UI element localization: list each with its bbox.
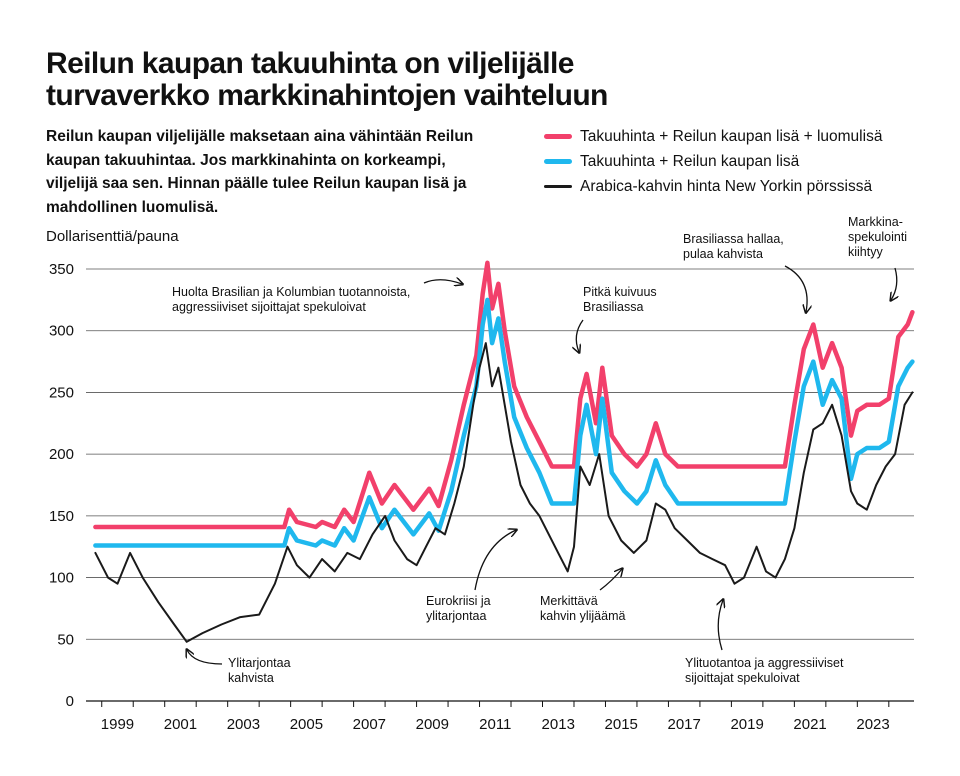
annotation-arrow [718, 600, 723, 651]
title-line-1: Reilun kaupan takuuhinta on viljelijälle [46, 47, 574, 80]
annotation-arrow [784, 265, 807, 312]
x-tick-label: 2021 [793, 716, 826, 733]
legend-label-organic: Takuuhinta + Reilun kaupan lisä + luomul… [580, 127, 883, 145]
annotation-line: spekulointi [848, 230, 907, 244]
x-tick-label: 2011 [479, 716, 511, 733]
series-fairtrade-line [93, 297, 915, 548]
legend-swatch-organic [544, 134, 572, 139]
x-tick-label: 2001 [164, 716, 197, 733]
y-tick-label: 350 [49, 261, 74, 278]
annotation-line: pulaa kahvista [683, 247, 763, 261]
annotation-line: Eurokriisi ja [426, 594, 491, 608]
annotation: Huolta Brasilian ja Kolumbian tuotannois… [172, 280, 462, 314]
legend: Takuuhinta + Reilun kaupan lisä + luomul… [544, 124, 944, 199]
annotation: Ylituotantoa ja aggressiivisetsijoittaja… [685, 600, 844, 685]
series-organic-line [93, 260, 915, 530]
chart-title: Reilun kaupan takuuhinta on viljelijälle… [46, 48, 926, 112]
legend-swatch-market [544, 185, 572, 188]
annotation-line: sijoittajat spekuloivat [685, 671, 800, 685]
annotation-line: Huolta Brasilian ja Kolumbian tuotannois… [172, 285, 410, 299]
annotation-arrow [187, 650, 223, 665]
legend-label-market: Arabica-kahvin hinta New Yorkin pörssiss… [580, 177, 873, 195]
annotation-line: Merkittävä [540, 594, 598, 608]
annotation-line: Brasiliassa [583, 300, 643, 314]
annotation-arrow [599, 569, 622, 591]
legend-item-organic: Takuuhinta + Reilun kaupan lisä + luomul… [544, 124, 944, 149]
annotation-line: Pitkä kuivuus [583, 285, 657, 299]
annotation-line: ylitarjontaa [426, 609, 486, 623]
annotation-arrow [576, 319, 584, 352]
legend-swatch-fairtrade [544, 159, 572, 164]
x-tick-label: 2009 [416, 716, 449, 733]
y-tick-label: 50 [57, 631, 74, 648]
y-tick-label: 200 [49, 446, 74, 463]
series-market-line [94, 342, 914, 643]
y-tick-label: 300 [49, 323, 74, 340]
x-tick-label: 2007 [353, 716, 386, 733]
annotation: Brasiliassa hallaa,pulaa kahvista [683, 232, 807, 312]
x-tick-label: 2015 [605, 716, 638, 733]
y-tick-label: 250 [49, 384, 74, 401]
annotation-arrow [423, 280, 462, 284]
x-tick-label: 2017 [667, 716, 700, 733]
x-tick-label: 1999 [101, 716, 134, 733]
annotation-line: aggressiiviset sijoittajat spekuloivat [172, 300, 366, 314]
annotation-line: Markkina- [848, 215, 903, 229]
chart-subtitle: Reilun kaupan viljelijälle maksetaan ain… [46, 128, 474, 216]
series-lines [93, 260, 915, 643]
annotation-line: kahvin ylijäämä [540, 609, 626, 623]
y-axis-label: Dollarisenttiä/pauna [46, 228, 179, 245]
x-tick-label: 2019 [730, 716, 763, 733]
x-tick-labels: 1999 2001 2003 2005 2007 2009 2011 2013 2015 2017… [101, 701, 890, 733]
annotation-line: kahvista [228, 671, 274, 685]
annotation-line: Brasiliassa hallaa, [683, 232, 784, 246]
y-tick-labels: 0 50 100 150 200 250 300 350 [49, 261, 74, 710]
x-tick-label: 2023 [856, 716, 889, 733]
legend-label-fairtrade: Takuuhinta + Reilun kaupan lisä [580, 152, 800, 170]
x-tick-label: 2005 [290, 716, 323, 733]
annotation-line: kiihtyy [848, 245, 883, 259]
annotation-line: Ylitarjontaa [228, 656, 291, 670]
annotation-line: Ylituotantoa ja aggressiiviset [685, 656, 844, 670]
annotations: Huolta Brasilian ja Kolumbian tuotannois… [172, 215, 907, 685]
title-line-2: turvaverkko markkinahintojen vaihteluun [46, 79, 608, 112]
annotation-arrow [891, 267, 897, 300]
x-tick-label: 2003 [227, 716, 260, 733]
y-tick-label: 0 [66, 693, 74, 710]
y-tick-label: 100 [49, 570, 74, 587]
x-tick-label: 2013 [542, 716, 575, 733]
legend-item-market: Arabica-kahvin hinta New Yorkin pörssiss… [544, 174, 944, 199]
legend-item-fairtrade: Takuuhinta + Reilun kaupan lisä [544, 149, 944, 174]
annotation-arrow [474, 530, 516, 591]
y-tick-label: 150 [49, 508, 74, 525]
